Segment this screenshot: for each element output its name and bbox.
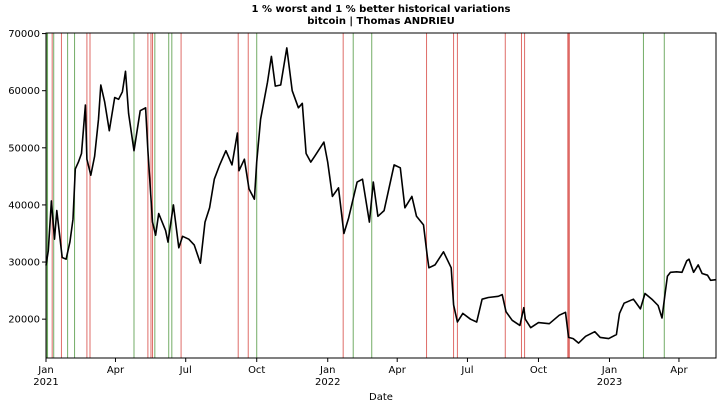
x-tick-label: Jul	[179, 365, 192, 376]
y-tick-label: 50000	[8, 143, 40, 154]
price-line	[45, 47, 717, 344]
x-tick-label: Jan 2022	[315, 365, 340, 388]
x-tick-label: Oct	[530, 365, 547, 376]
x-tick-label: Jan 2021	[33, 365, 58, 388]
plot-frame	[45, 32, 717, 359]
y-tick-label: 70000	[8, 29, 40, 40]
y-tick-label: 40000	[8, 200, 40, 211]
chart-title: 1 % worst and 1 % better historical vari…	[252, 4, 511, 15]
y-tick-label: 20000	[8, 315, 40, 326]
x-axis-label: Date	[369, 392, 393, 403]
x-tick-label: Apr	[670, 365, 688, 376]
x-tick-label: Jan 2023	[597, 365, 622, 388]
x-tick-label: Oct	[248, 365, 265, 376]
x-tick-label: Apr	[107, 365, 125, 376]
y-tick-label: 60000	[8, 86, 40, 97]
y-tick-label: 30000	[8, 258, 40, 269]
x-tick-label: Apr	[389, 365, 407, 376]
chart-subtitle: bitcoin | Thomas ANDRIEU	[307, 16, 455, 27]
x-tick-label: Jul	[460, 365, 473, 376]
